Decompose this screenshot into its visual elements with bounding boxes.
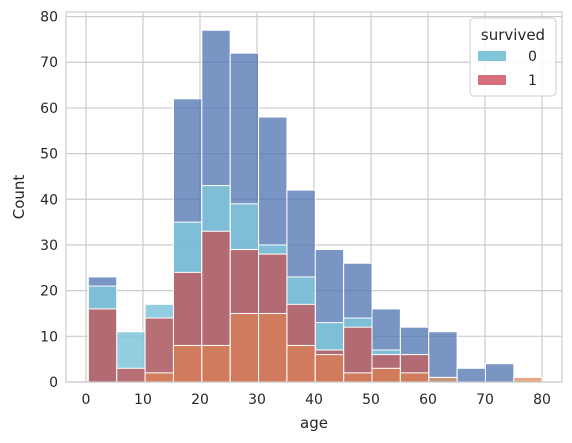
y-axis-label: Count: [10, 175, 28, 220]
y-tick-label-8: 80: [40, 10, 58, 26]
bar-s4-b5: [229, 312, 260, 383]
y-tick-label-5: 50: [40, 147, 58, 163]
bar-s2-b2: [144, 317, 174, 383]
x-tick-label-2: 20: [191, 392, 209, 408]
bar-s0-b13: [456, 367, 486, 383]
legend-swatch-0: [478, 51, 506, 61]
x-tick-label-0: 0: [81, 392, 90, 408]
bar-s4-b8: [314, 354, 345, 383]
y-axis-ticks: 0 10 20 30 40 50 60 70 80: [40, 10, 58, 391]
bar-s4-b9: [343, 372, 373, 383]
bar-s4-b3: [172, 344, 203, 383]
bar-s0-b12: [428, 331, 458, 383]
legend-swatch-1: [478, 75, 506, 85]
x-axis-label: age: [300, 414, 328, 432]
y-tick-label-0: 0: [49, 375, 58, 391]
x-tick-label-6: 60: [419, 392, 437, 408]
legend-label-1: 1: [528, 73, 537, 89]
x-tick-label-4: 40: [305, 392, 323, 408]
y-tick-label-2: 20: [40, 284, 58, 300]
bar-s0-b14: [484, 363, 515, 383]
bar-s4-b11: [399, 372, 430, 383]
bar-s2-b0: [87, 308, 118, 383]
legend-label-0: 0: [528, 49, 537, 65]
plot-frame: [65, 11, 563, 383]
bar-s2-b1: [116, 367, 146, 383]
y-tick-label-1: 10: [40, 329, 58, 345]
y-tick-label-7: 70: [40, 55, 58, 71]
x-axis-ticks: 0 10 20 30 40 50 60 70 80: [81, 392, 550, 408]
y-tick-label-3: 30: [40, 238, 58, 254]
legend: survived 0 1: [469, 17, 557, 97]
x-tick-label-7: 70: [476, 392, 494, 408]
bar-s4-b4: [201, 344, 231, 383]
x-tick-label-1: 10: [134, 392, 152, 408]
bars: [87, 29, 543, 383]
bar-s4-b2: [144, 372, 174, 383]
bar-s4-b7: [286, 344, 316, 383]
x-tick-label-3: 30: [248, 392, 266, 408]
bar-s4-b12: [428, 376, 458, 383]
y-tick-label-6: 60: [40, 101, 58, 117]
x-tick-label-5: 50: [362, 392, 380, 408]
bar-s4-b10: [371, 367, 401, 383]
x-tick-label-8: 80: [533, 392, 551, 408]
bar-s4-b6: [258, 312, 288, 383]
y-tick-label-4: 40: [40, 192, 58, 208]
bar-s4-b15: [513, 376, 543, 383]
legend-title: survived: [481, 26, 545, 44]
